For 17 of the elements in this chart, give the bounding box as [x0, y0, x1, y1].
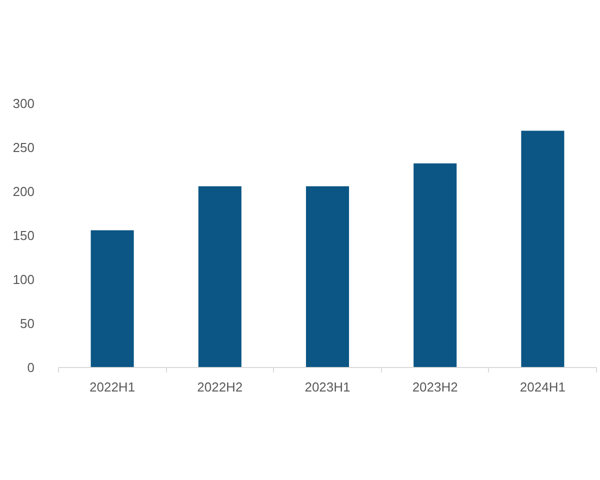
bar [306, 186, 350, 368]
y-tick-label: 250 [12, 140, 35, 155]
y-tick-label: 100 [12, 272, 35, 287]
x-tick-label: 2023H1 [304, 380, 350, 394]
y-tick-label: 300 [12, 96, 35, 111]
x-tick-label: 2023H2 [412, 380, 458, 394]
x-tick-label: 2024H1 [520, 380, 566, 394]
bar [90, 230, 134, 368]
y-tick-label: 50 [20, 316, 35, 331]
y-tick-label: 150 [12, 228, 35, 243]
bar [521, 130, 564, 368]
bar [414, 163, 457, 368]
x-tick-label: 2022H2 [197, 380, 243, 394]
y-tick-label: 200 [12, 184, 35, 199]
y-tick-label: 0 [27, 360, 35, 375]
x-tick-label: 2022H1 [90, 380, 136, 394]
bar [198, 186, 242, 368]
